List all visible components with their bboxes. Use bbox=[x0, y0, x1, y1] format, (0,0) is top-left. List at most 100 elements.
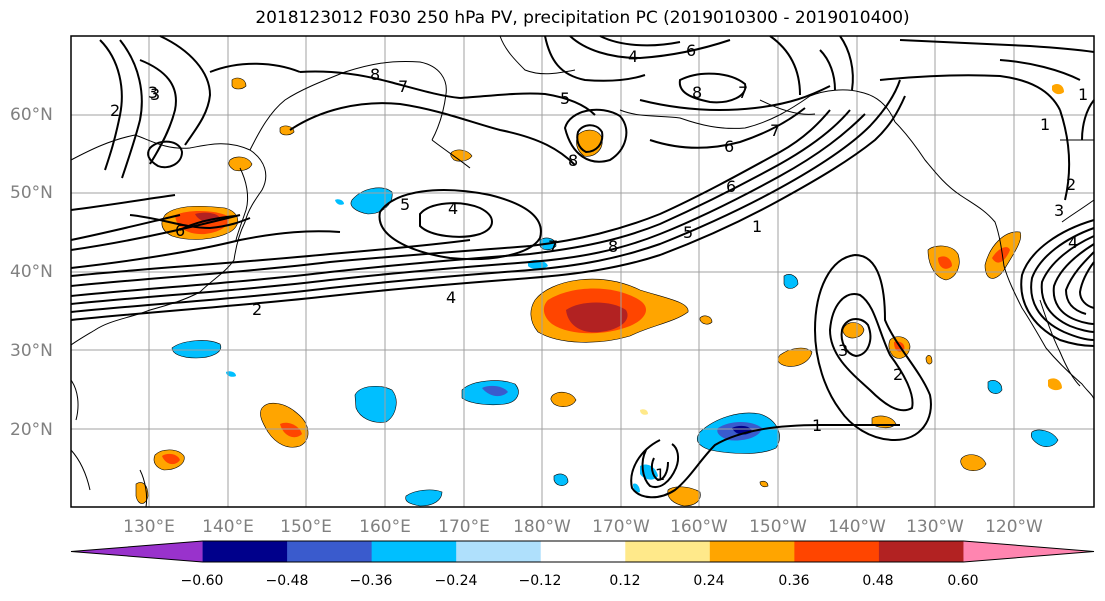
positive-anomaly-11 bbox=[228, 156, 253, 172]
negative-anomaly-6 bbox=[1030, 429, 1059, 447]
contour-label: 5 bbox=[683, 223, 693, 242]
colorbar-segment bbox=[625, 541, 711, 562]
lon-label: 160°E bbox=[359, 517, 411, 537]
closed-contour-8-a bbox=[563, 108, 628, 163]
contour-label: 4 bbox=[628, 47, 638, 66]
negative-anomaly-4 bbox=[171, 340, 222, 359]
contour-label: 5 bbox=[560, 89, 570, 108]
negative-anomaly-3 bbox=[354, 386, 397, 423]
contour-5 bbox=[70, 109, 831, 287]
closed-contour-4-inner bbox=[419, 202, 493, 238]
contour-label: 3 bbox=[148, 83, 158, 102]
contour-label: 6 bbox=[726, 177, 736, 196]
contour-label: 1 bbox=[1078, 85, 1088, 104]
positive-anomaly-10 bbox=[550, 391, 577, 407]
contour-label: 2 bbox=[110, 101, 120, 120]
colorbar-tick-label: −0.24 bbox=[435, 573, 478, 589]
colorbar-segment bbox=[287, 541, 373, 562]
colorbar-tick-label: −0.36 bbox=[350, 573, 393, 589]
closed-contour-8-top bbox=[678, 72, 747, 104]
contour-label: 4 bbox=[448, 199, 458, 218]
negative-anomaly-5 bbox=[350, 187, 393, 215]
map-title: 2018123012 F030 250 hPa PV, precipitatio… bbox=[255, 8, 910, 28]
latitude-axis: 60°N 50°N 40°N 30°N 20°N bbox=[10, 105, 53, 440]
contour-9 bbox=[70, 214, 181, 241]
contour-label: 6 bbox=[724, 137, 734, 156]
lon-label: 180°W bbox=[513, 517, 571, 537]
contour-labels: 1 2 3 4 5 6 7 8 2 3 4 5 6 7 8 1 2 4 8 7 … bbox=[110, 41, 1088, 484]
lon-label: 170°W bbox=[592, 517, 650, 537]
coastlines bbox=[70, 35, 1095, 508]
colorbar-tick-label: 0.48 bbox=[862, 573, 893, 589]
lat-label: 50°N bbox=[10, 183, 53, 203]
colorbar-outline bbox=[70, 540, 1095, 563]
colorbar-segment bbox=[371, 541, 457, 562]
very-strong-anomaly-central bbox=[566, 302, 628, 333]
colorbar-segment bbox=[878, 541, 964, 562]
contour-label: 2 bbox=[893, 365, 903, 384]
contour-label: 7 bbox=[548, 237, 558, 256]
contour-label: 1 bbox=[752, 217, 762, 236]
contour-label: 7 bbox=[398, 77, 408, 96]
lon-label: 150°E bbox=[280, 517, 332, 537]
contour-label: 6 bbox=[175, 221, 185, 240]
lat-label: 20°N bbox=[10, 420, 53, 440]
colorbar bbox=[70, 540, 1095, 563]
positive-anomaly-15 bbox=[667, 486, 701, 507]
negative-anomaly-10 bbox=[987, 380, 1003, 394]
positive-anomaly-13 bbox=[231, 77, 247, 90]
colorbar-tick-label: −0.12 bbox=[519, 573, 562, 589]
closed-contour-3-ne bbox=[840, 318, 872, 358]
contour-label: 8 bbox=[370, 65, 380, 84]
contour-label: 3 bbox=[838, 341, 848, 360]
map-frame bbox=[70, 35, 1095, 508]
lat-label: 40°N bbox=[10, 262, 53, 282]
lat-label: 30°N bbox=[10, 341, 53, 361]
colorbar-tick-label: −0.60 bbox=[181, 573, 224, 589]
contour-4 bbox=[70, 109, 851, 297]
colorbar-tick-label: 0.12 bbox=[609, 573, 640, 589]
closed-contour-4 bbox=[378, 189, 542, 261]
closed-contour-2-ne bbox=[828, 293, 914, 412]
negative-anomaly-9 bbox=[783, 274, 799, 289]
contour-3 bbox=[70, 113, 866, 305]
contour-label: 1 bbox=[812, 416, 822, 435]
colorbar-segment bbox=[794, 541, 880, 562]
positive-anomaly-19 bbox=[1052, 84, 1064, 95]
contour-10 bbox=[70, 194, 176, 211]
contour-label: 2 bbox=[252, 300, 262, 319]
contour-label: 8 bbox=[568, 151, 578, 170]
positive-anomaly-14 bbox=[279, 125, 295, 136]
contour-6 bbox=[70, 239, 471, 277]
contour-label: 8 bbox=[692, 83, 702, 102]
colorbar-tick-label: −0.48 bbox=[266, 573, 309, 589]
positive-anomaly-9 bbox=[960, 454, 987, 471]
colorbar-tick-label: 0.60 bbox=[947, 573, 978, 589]
contour-label: 3 bbox=[1054, 201, 1064, 220]
lon-label: 130°W bbox=[906, 517, 964, 537]
colorbar-extend-high bbox=[963, 541, 1094, 562]
colorbar-segment bbox=[540, 541, 626, 562]
positive-anomaly-8 bbox=[842, 322, 865, 339]
lon-label: 170°E bbox=[438, 517, 490, 537]
contour-8 bbox=[70, 214, 241, 251]
contour-label: 1 bbox=[655, 465, 665, 484]
lon-label: 120°W bbox=[985, 517, 1043, 537]
closed-contour-1-ne bbox=[813, 253, 932, 442]
closed-contour-8-b bbox=[576, 124, 604, 154]
positive-anomaly-12 bbox=[450, 149, 473, 162]
lon-label: 160°W bbox=[670, 517, 728, 537]
negative-anomaly-13 bbox=[553, 473, 569, 486]
contour-label: 8 bbox=[608, 237, 618, 256]
contour-label: 2 bbox=[1066, 175, 1076, 194]
southern-trough bbox=[630, 423, 900, 499]
lon-label: 150°W bbox=[749, 517, 807, 537]
graticule bbox=[71, 36, 1094, 507]
contour-1 bbox=[70, 95, 906, 321]
contour-label: 7 bbox=[738, 83, 748, 102]
positive-anomaly-17 bbox=[699, 315, 713, 325]
contour-label: 4 bbox=[1068, 233, 1078, 252]
contour-label: 7 bbox=[770, 121, 780, 140]
contour-2 bbox=[70, 79, 901, 313]
